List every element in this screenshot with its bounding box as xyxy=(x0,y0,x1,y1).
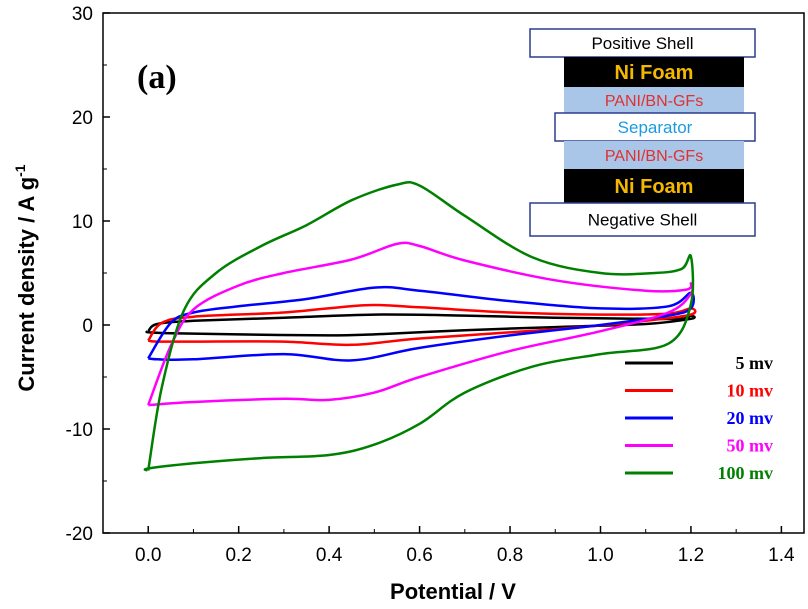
x-axis-title: Potential / V xyxy=(390,579,516,604)
legend-label: 50 mv xyxy=(727,436,774,456)
series-line-50-mv xyxy=(147,241,695,407)
inset-layer-shell xyxy=(529,202,756,237)
inset-layer-label: Separator xyxy=(618,118,693,137)
inset-layer-shell xyxy=(529,28,756,58)
inset-layer-active xyxy=(564,141,744,169)
x-tick-label: 0.0 xyxy=(135,545,161,566)
y-tick-label: 30 xyxy=(72,4,93,25)
y-tick-label: -20 xyxy=(66,524,93,545)
legend-label: 20 mv xyxy=(727,408,774,428)
y-axis-title: Current density / A g-1 xyxy=(12,164,39,391)
inset-layer-label: PANI/BN-GFs xyxy=(605,93,703,110)
inset-layer-label: Positive Shell xyxy=(591,34,693,53)
legend-label: 5 mv xyxy=(736,353,774,373)
device-schematic-inset: Positive Shell Ni Foam PANI/BN-GFs Separato… xyxy=(529,28,756,237)
y-axis-ticks: -20 -10 0 10 20 30 xyxy=(66,4,110,545)
y-tick-label: 0 xyxy=(82,316,93,337)
panel-label: (a) xyxy=(137,59,177,96)
x-tick-label: 1.2 xyxy=(678,545,704,566)
inset-layer-foam xyxy=(564,169,744,203)
series-line-10-mv xyxy=(147,303,697,347)
x-tick-label: 1.0 xyxy=(587,545,613,566)
legend: 5 mv 10 mv 20 mv 50 mv 100 mv xyxy=(625,353,773,483)
y-tick-label: 20 xyxy=(72,108,93,129)
x-tick-label: 1.4 xyxy=(768,545,795,566)
y-axis-title-superscript: -1 xyxy=(12,164,28,177)
inset-layer-label: Negative Shell xyxy=(588,211,698,230)
x-axis-ticks: 0.0 0.2 0.4 0.6 0.8 1.0 1.2 1.4 xyxy=(102,526,795,566)
legend-label: 100 mv xyxy=(718,463,774,483)
inset-layer-active xyxy=(564,87,744,113)
x-tick-label: 0.6 xyxy=(406,545,432,566)
inset-layer-foam xyxy=(564,57,744,87)
x-tick-label: 0.8 xyxy=(497,545,523,566)
series-layer xyxy=(143,181,697,472)
inset-layer-label: Ni Foam xyxy=(615,176,694,198)
series-line-5-mv xyxy=(145,313,696,337)
y-tick-label: -10 xyxy=(66,420,93,441)
x-tick-label: 0.4 xyxy=(316,545,343,566)
series-line-20-mv xyxy=(147,285,695,362)
legend-label: 10 mv xyxy=(727,381,774,401)
x-tick-label: 0.2 xyxy=(225,545,251,566)
y-axis-title-main: Current density / A g xyxy=(14,177,39,392)
inset-layer-label: Ni Foam xyxy=(615,62,694,84)
series-line-100-mv xyxy=(143,181,695,472)
inset-layer-separator xyxy=(554,112,756,142)
inset-layer-label: PANI/BN-GFs xyxy=(605,148,703,165)
y-tick-label: 10 xyxy=(72,212,93,233)
